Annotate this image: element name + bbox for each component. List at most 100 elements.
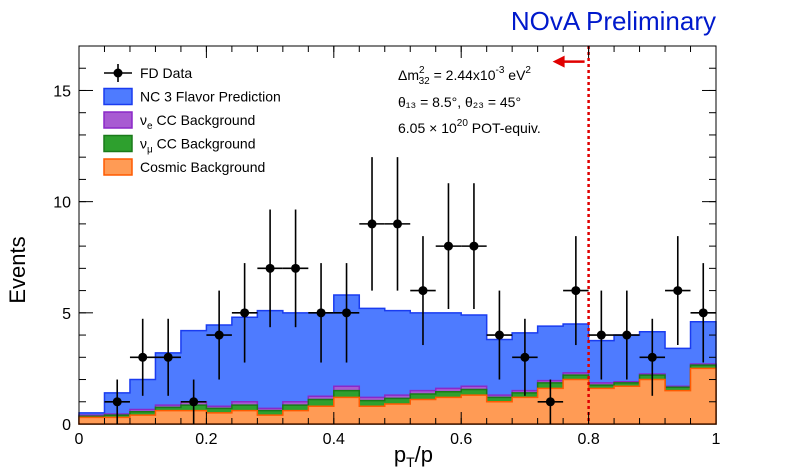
data-point (129, 318, 156, 396)
legend-entry: νe CC Background (103, 111, 255, 132)
data-point-marker (520, 352, 530, 362)
annotation-pot-prefix: 6.05 × 10 (398, 120, 457, 136)
data-point-marker (393, 219, 402, 229)
stacked-histogram (78, 294, 717, 425)
legend-swatch (103, 134, 133, 153)
legend-label-main: ν (140, 112, 147, 128)
data-point-marker (265, 263, 275, 273)
annotation-delta-m-exp: -3 (495, 65, 504, 76)
x-axis-title-sub: T (406, 454, 415, 470)
x-axis-title: pT/p (394, 442, 433, 470)
annotation-delta-m-sub: 32 (419, 76, 431, 87)
legend-label-sub: μ (147, 145, 153, 156)
x-tick-label: 1 (712, 431, 721, 448)
legend-entry: νμ CC Background (103, 134, 255, 156)
data-point (231, 263, 258, 363)
data-point (639, 318, 666, 396)
legend-entry: Cosmic Background (103, 158, 265, 176)
data-point-marker (112, 397, 122, 407)
y-tick-label: 0 (62, 417, 71, 434)
legend-label: νe CC Background (140, 112, 255, 132)
annotation-delta-m: Δm2 32 = 2.44x10-3 eV2 (398, 65, 531, 87)
data-point (308, 263, 334, 363)
cut-arrow-head (552, 55, 565, 68)
legend-label-main: FD Data (140, 65, 192, 81)
legend-label-main: NC 3 Flavor Prediction (140, 89, 281, 105)
legend-label: νμ CC Background (140, 136, 255, 156)
data-point (410, 236, 436, 346)
data-point-marker (189, 397, 199, 407)
data-point (461, 183, 487, 310)
x-tick-label: 0.6 (450, 431, 472, 448)
data-point-marker (418, 286, 428, 296)
annotation-pot-suffix: POT-equiv. (468, 120, 541, 136)
legend-entry: FD Data (104, 64, 192, 82)
cut-line (552, 46, 590, 424)
x-tick-label: 0 (75, 431, 84, 448)
data-point (512, 318, 538, 396)
x-tick-label: 0.2 (195, 431, 217, 448)
legend-label-suffix: CC Background (153, 112, 256, 128)
legend-label: Cosmic Background (140, 159, 265, 175)
annotation-delta-m-value: = 2.44x10 (430, 67, 496, 83)
data-point (563, 236, 589, 346)
data-point-marker (240, 308, 250, 318)
legend-label-sub: e (147, 121, 153, 132)
data-point-marker (291, 263, 301, 273)
data-point-marker (571, 286, 581, 296)
x-tick-label: 0.8 (577, 431, 599, 448)
data-point (155, 318, 181, 396)
annotation-theta: θ₁₃ = 8.5°, θ₂₃ = 45° (398, 94, 521, 110)
data-point-marker (214, 330, 224, 340)
legend: FD Data NC 3 Flavor Prediction νe CC Backg… (103, 64, 281, 176)
data-point (282, 209, 309, 328)
legend-label-suffix: CC Background (153, 136, 256, 152)
data-point-marker (469, 241, 479, 251)
data-point (588, 290, 615, 380)
annotation-pot: 6.05 × 1020 POT-equiv. (398, 118, 541, 136)
data-point-marker (494, 330, 504, 340)
data-point-marker (673, 286, 683, 296)
chart-title: NOvA Preliminary (511, 6, 716, 36)
legend-label: FD Data (140, 65, 192, 81)
y-tick-label: 5 (62, 306, 71, 323)
data-point (257, 209, 283, 328)
y-tick-label: 15 (53, 83, 71, 100)
plot-frame (78, 45, 717, 425)
data-point (180, 379, 207, 424)
x-axis-title-main: p (394, 442, 406, 467)
annotation-delta-m-unit: eV (504, 67, 526, 83)
legend-swatch (103, 111, 133, 129)
data-point-marker (367, 219, 377, 229)
x-axis-title-suffix: /p (415, 442, 433, 467)
data-point-marker (596, 330, 606, 340)
data-point (614, 290, 640, 380)
data-point (665, 236, 691, 346)
data-point (104, 379, 130, 424)
data-point (435, 183, 462, 310)
legend-entry: NC 3 Flavor Prediction (103, 87, 281, 106)
data-point-marker (163, 352, 173, 362)
legend-swatch (103, 158, 133, 176)
data-point (206, 290, 232, 380)
legend-label-main: Cosmic Background (140, 159, 265, 175)
annotation-delta-m-unit-sup: 2 (525, 65, 531, 76)
oscillation-annotation: Δm2 32 = 2.44x10-3 eV2 θ₁₃ = 8.5°, θ₂₃ = … (398, 65, 541, 136)
data-point (333, 263, 360, 363)
legend-marker-dot (113, 68, 123, 78)
legend-label: NC 3 Flavor Prediction (140, 89, 281, 105)
data-point-marker (138, 352, 148, 362)
data-point (359, 157, 385, 291)
annotation-pot-exp: 20 (457, 118, 469, 129)
annotation-delta-m-prefix: Δm (398, 67, 419, 83)
data-point-marker (545, 397, 555, 407)
y-tick-label: 10 (53, 195, 71, 212)
data-point-marker (316, 308, 326, 318)
data-point-marker (443, 241, 453, 251)
data-point-marker (647, 352, 657, 362)
data-point-marker (622, 330, 632, 340)
stack-cosmic-background (78, 367, 717, 425)
legend-swatch (103, 87, 133, 106)
